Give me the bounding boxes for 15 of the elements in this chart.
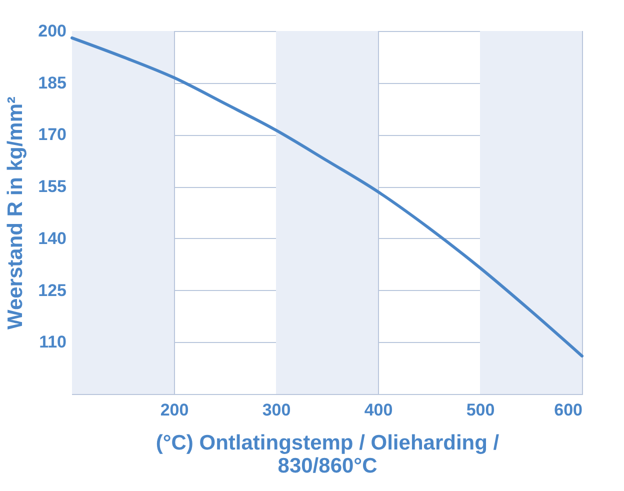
y-tick-label: 125 <box>38 280 66 300</box>
x-tick-label: 600 <box>554 400 582 420</box>
x-tick-label: 400 <box>364 400 393 420</box>
x-tick-label: 300 <box>262 400 291 420</box>
y-tick-label: 170 <box>38 125 66 144</box>
x-tick-label: 200 <box>160 400 189 420</box>
y-axis-title: Weerstand R in kg/mm² <box>4 96 28 330</box>
line-series <box>70 36 584 358</box>
y-tick-label: 200 <box>38 22 66 40</box>
y-tick-label: 140 <box>38 228 66 248</box>
y-tick-label: 155 <box>38 177 66 196</box>
y-tick-label: 110 <box>39 332 66 352</box>
x-tick-label: 500 <box>466 400 495 420</box>
x-axis-title: (°C) Ontlatingstemp / Olieharding / 830/860°C <box>156 432 500 478</box>
y-tick-label: 185 <box>38 73 66 92</box>
